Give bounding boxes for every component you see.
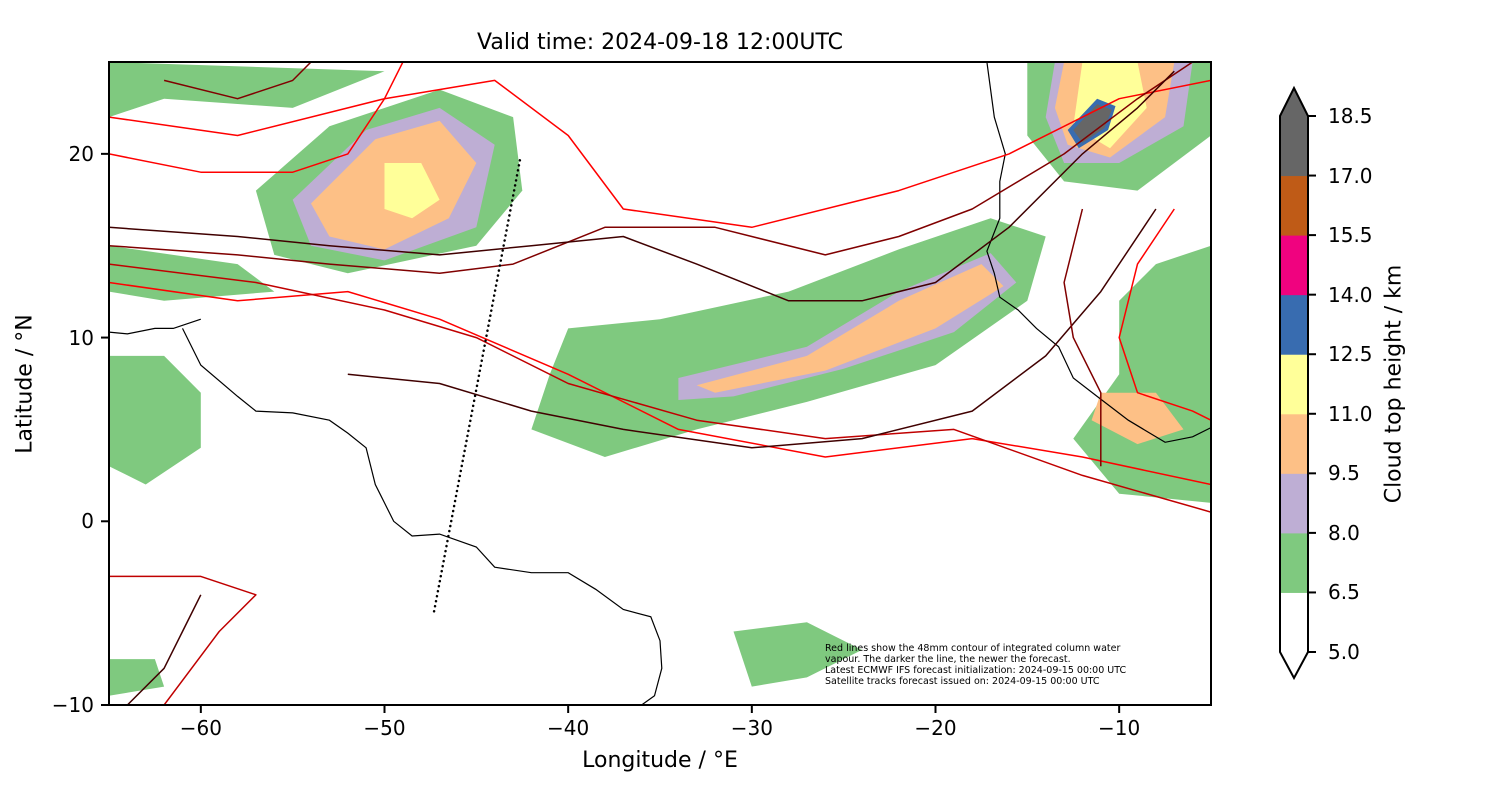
x-tick-label: −20 [914,716,957,740]
colorbar-segment [1280,532,1308,593]
colorbar-tick-label: 11.0 [1328,401,1373,426]
water-vapour-contour [1063,208,1102,467]
colorbar-segment [1280,413,1308,474]
cloud-region-low [109,245,275,301]
chart-title: Valid time: 2024-09-18 12:00UTC [477,30,843,55]
x-tick-label: −40 [547,716,590,740]
coastline-caribbean [109,318,201,335]
colorbar-tick-label: 6.5 [1328,580,1360,605]
colorbar-tick-label: 14.0 [1328,282,1373,307]
annotation-line: Red lines show the 48mm contour of integ… [825,643,1121,654]
cloud-region-low [1073,245,1211,503]
axes-frame [108,61,1212,706]
cloud-region-high [696,264,1004,393]
colorbar-tick-label: 15.5 [1328,223,1373,248]
x-tick-label: −60 [179,716,222,740]
colorbar-segment [1280,294,1308,355]
coastline-south-america [181,328,663,705]
cloud-region-low [531,218,1046,457]
y-tick-label: 10 [68,325,94,350]
colorbar-tick-label: 12.5 [1328,342,1373,367]
water-vapour-contour [109,62,404,173]
x-tick-label: −30 [730,716,773,740]
water-vapour-contour [109,263,1211,513]
colorbar-segment [1280,116,1308,177]
colorbar-segment [1280,175,1308,236]
cloud-region-low [109,355,201,485]
water-vapour-contour [126,594,202,705]
annotation-line: vapour. The darker the line, the newer t… [825,654,1071,665]
water-vapour-contour [109,62,1194,275]
colorbar-tick-label: 18.5 [1328,104,1373,128]
colorbar-segment [1280,473,1308,534]
map-layer [109,62,1211,705]
annotation-line: Latest ECMWF IFS forecast initialization… [825,665,1127,676]
colorbar-tick-label: 17.0 [1328,163,1373,188]
y-tick-label: 20 [68,141,94,166]
y-tick-label: −10 [51,693,94,717]
water-vapour-contour [163,62,312,100]
water-vapour-contour [1118,208,1211,421]
water-vapour-contour [347,208,1157,449]
colorbar-tick-label: 9.5 [1328,461,1360,486]
water-vapour-contour [109,281,1211,486]
colorbar-segment [1280,354,1308,415]
coastline-africa [986,62,1211,443]
annotation-line: Satellite tracks forecast issued on: 202… [825,676,1100,687]
colorbar-tick-label: 8.0 [1328,520,1360,545]
cloud-region-low [109,659,165,696]
x-tick-label: −50 [363,716,406,740]
colorbar-extend-max [1280,88,1308,116]
x-tick-label: −10 [1098,716,1141,740]
cloud-region-top [1073,104,1112,143]
colorbar-tick-label: 5.0 [1328,640,1360,664]
colorbar-segment [1280,592,1308,653]
y-tick-label: 0 [81,509,94,534]
colorbar-segment [1280,235,1308,296]
cloud-region-high [1091,392,1184,445]
water-vapour-contour [109,575,257,705]
x-axis-label: Longitude / °E [582,748,738,773]
water-vapour-contour [109,70,1175,302]
cloud-region-very-high [384,163,440,219]
y-axis-label: Latitude / °N [12,314,38,454]
colorbar-label: Cloud top height / km [1381,264,1407,504]
satellite-track [432,156,522,613]
water-vapour-contour [109,79,1211,229]
cloud-region-low [109,62,385,118]
cloud-region-low [733,622,862,687]
colorbar-extend-min [1280,652,1308,678]
annotation-text: Red lines show the 48mm contour of integ… [825,643,1126,687]
